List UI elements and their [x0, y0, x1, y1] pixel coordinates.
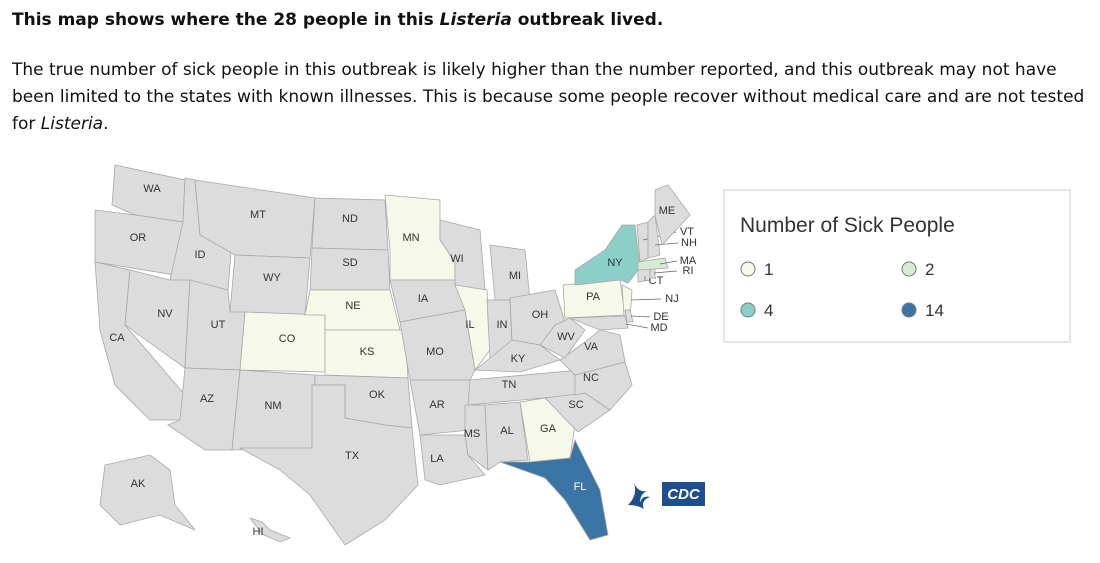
state-label: MS	[464, 428, 481, 440]
state-label: GA	[540, 423, 557, 435]
state	[637, 257, 669, 271]
state-label: ID	[195, 249, 206, 261]
state	[484, 401, 529, 471]
state-label: NY	[607, 257, 623, 269]
state-label: OK	[369, 389, 386, 401]
heading-text: outbreak lived.	[511, 10, 664, 30]
state-label: OH	[532, 309, 549, 321]
state-label: KY	[511, 353, 526, 365]
legend-swatch	[901, 261, 917, 277]
state	[539, 317, 586, 359]
legend-swatch	[740, 261, 756, 277]
state-label: TX	[345, 450, 360, 462]
legend-label: 2	[925, 260, 934, 279]
state	[229, 254, 311, 316]
legend-box	[723, 189, 1071, 343]
state-label: VA	[584, 341, 599, 353]
heading-text: This map shows where the 28 people in th…	[12, 10, 440, 30]
state-label: VT	[680, 226, 694, 238]
paragraph-text: .	[103, 114, 109, 134]
state-label: AK	[131, 478, 146, 490]
state-label: FL	[574, 481, 587, 493]
state	[647, 214, 661, 259]
states: WA OR CA ID NV MT WY UT AZ CO NM ND SD NE KS OK TX MN IA MO…	[94, 164, 697, 546]
state-label: HI	[253, 526, 264, 538]
state-label: MT	[250, 209, 266, 221]
state-label: MD	[650, 322, 667, 334]
cdc-logo	[662, 482, 705, 506]
state	[239, 384, 419, 546]
state-label: WV	[557, 331, 575, 343]
heading-italic: Listeria	[439, 10, 512, 30]
leader-line	[630, 315, 651, 318]
state-label: SC	[568, 399, 583, 411]
state-label: KS	[360, 346, 375, 358]
state-label: RI	[683, 265, 694, 277]
state-label: TN	[502, 379, 517, 391]
state-label: NE	[345, 300, 360, 312]
state-label: UT	[211, 319, 226, 331]
legend-title: Number of Sick People	[740, 214, 955, 237]
legend-swatch	[901, 302, 917, 318]
state	[454, 284, 491, 371]
state-label: NC	[583, 372, 599, 384]
state-label: LA	[430, 453, 444, 465]
state-label: CO	[279, 333, 296, 345]
state	[574, 224, 641, 286]
state-label: MI	[509, 270, 521, 282]
state-label: CA	[109, 332, 125, 344]
state-label: MA	[680, 255, 697, 267]
state-label: OR	[130, 232, 147, 244]
paragraph-text: The true number of sick people in this o…	[12, 60, 1085, 134]
state	[559, 329, 626, 376]
state	[248, 517, 292, 543]
leader-line	[625, 323, 649, 329]
state-label: MN	[402, 232, 419, 244]
state	[309, 247, 391, 291]
state-label: NH	[681, 237, 697, 249]
state-label: WA	[143, 183, 161, 195]
state-label: WI	[450, 253, 463, 265]
leader-line	[630, 298, 662, 301]
state	[99, 454, 196, 531]
state-label: MO	[426, 346, 444, 358]
legend-label: 14	[925, 301, 944, 320]
state-label: NJ	[665, 293, 678, 305]
state-label: IL	[465, 319, 474, 331]
state-label: WY	[263, 272, 281, 284]
state-label: NM	[264, 400, 281, 412]
state	[654, 184, 691, 246]
leader-line	[653, 270, 678, 274]
state	[464, 404, 489, 471]
paragraph: The true number of sick people in this o…	[12, 57, 1088, 138]
cdc-logo-text: CDC	[667, 486, 701, 503]
state	[399, 309, 476, 381]
state-label: AL	[500, 425, 513, 437]
state	[569, 315, 629, 331]
state	[499, 438, 609, 541]
state-label: AZ	[200, 393, 214, 405]
heading: This map shows where the 28 people in th…	[12, 10, 663, 30]
paragraph-italic: Listeria	[40, 114, 104, 134]
state	[624, 309, 634, 323]
legend-label: 4	[764, 301, 773, 320]
hhs-logo	[628, 483, 650, 509]
legend-swatch	[740, 302, 756, 318]
legend-label: 1	[764, 260, 773, 279]
state-label: IN	[497, 319, 508, 331]
state-label: PA	[586, 291, 601, 303]
state-label: NV	[157, 308, 173, 320]
state-label: DE	[653, 311, 668, 323]
leader-line	[654, 242, 679, 246]
leader-line	[659, 260, 678, 265]
state-label: ND	[342, 213, 358, 225]
state-label: ME	[659, 205, 676, 217]
state-label: IA	[418, 293, 429, 305]
state-label: AR	[429, 399, 444, 411]
state-label: SD	[342, 257, 357, 269]
